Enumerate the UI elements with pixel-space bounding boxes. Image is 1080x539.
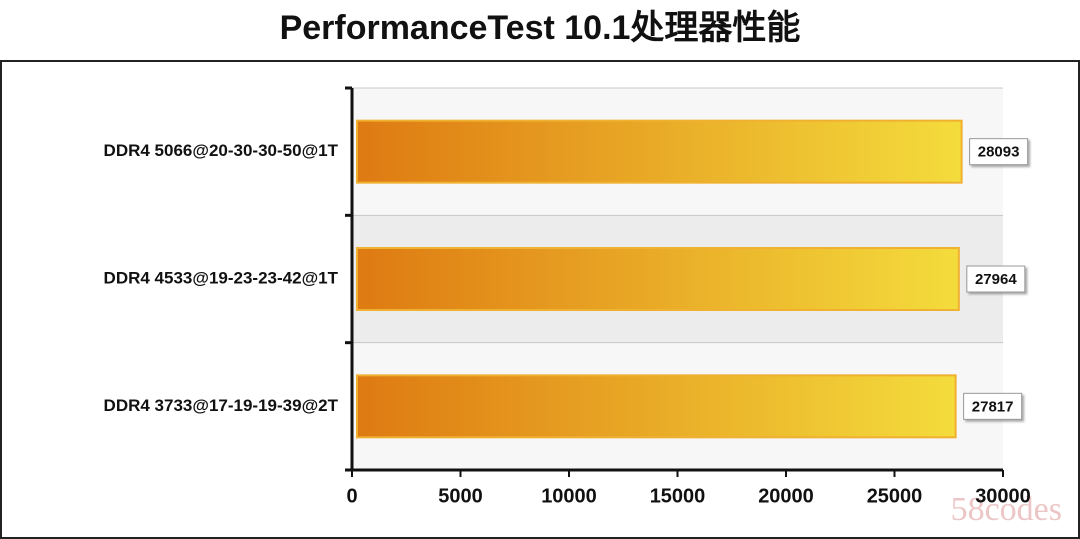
bar	[356, 247, 960, 311]
value-label-box	[966, 265, 1026, 293]
y-tick-label: DDR4 5066@20-30-30-50@1T	[104, 141, 339, 160]
bar	[356, 119, 963, 184]
value-label-box	[963, 392, 1023, 420]
x-tick-label: 10000	[541, 485, 597, 507]
x-tick-label: 30000	[975, 485, 1031, 507]
watermark: 58codes	[951, 491, 1062, 528]
x-tick-label: 20000	[758, 485, 814, 507]
chart-title: PerformanceTest 10.1处理器性能	[280, 9, 801, 47]
y-tick-label: DDR4 3733@17-19-19-39@2T	[104, 396, 339, 415]
value-label: 27964	[975, 271, 1017, 288]
x-tick-label: 25000	[867, 485, 923, 507]
value-label: 27817	[972, 398, 1014, 415]
x-tick-label: 15000	[650, 485, 706, 507]
value-label-box	[969, 138, 1029, 166]
y-tick-label: DDR4 4533@19-23-23-42@1T	[104, 268, 339, 287]
x-tick-label: 0	[346, 485, 357, 507]
bar	[356, 374, 957, 439]
x-tick-label: 5000	[438, 485, 483, 507]
value-label: 28093	[978, 144, 1020, 161]
